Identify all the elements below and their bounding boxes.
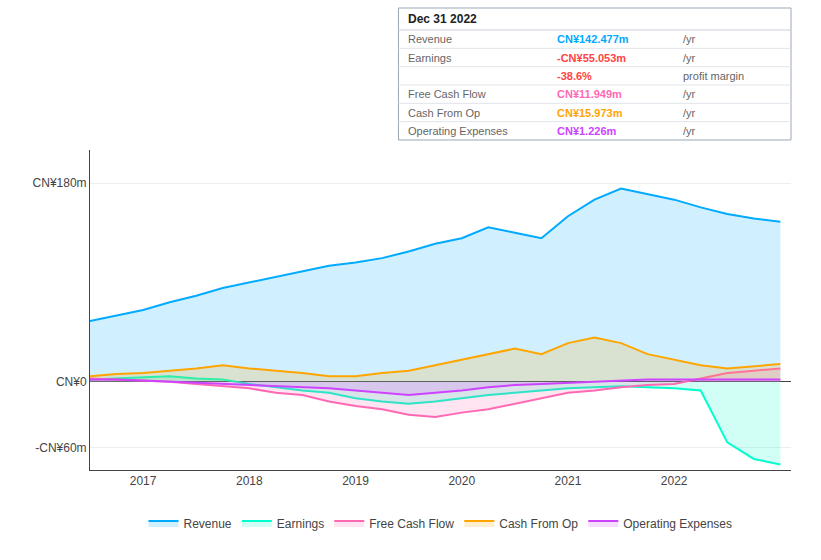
- svg-text:/yr: /yr: [683, 88, 696, 100]
- svg-text:2019: 2019: [342, 474, 369, 488]
- svg-text:2020: 2020: [448, 474, 475, 488]
- svg-text:Free Cash Flow: Free Cash Flow: [408, 88, 486, 100]
- svg-text:CN¥15.973m: CN¥15.973m: [557, 107, 623, 119]
- svg-text:2018: 2018: [236, 474, 263, 488]
- svg-text:CN¥142.477m: CN¥142.477m: [557, 33, 629, 45]
- svg-text:CN¥180m: CN¥180m: [33, 176, 87, 190]
- svg-text:/yr: /yr: [683, 52, 696, 64]
- svg-text:/yr: /yr: [683, 107, 696, 119]
- svg-text:Operating Expenses: Operating Expenses: [408, 125, 508, 137]
- svg-text:Operating Expenses: Operating Expenses: [623, 517, 732, 531]
- svg-text:Revenue: Revenue: [184, 517, 232, 531]
- svg-text:Free Cash Flow: Free Cash Flow: [369, 517, 454, 531]
- svg-text:Dec 31 2022: Dec 31 2022: [408, 12, 477, 26]
- svg-text:Revenue: Revenue: [408, 33, 452, 45]
- svg-text:CN¥0: CN¥0: [56, 375, 87, 389]
- svg-text:-CN¥55.053m: -CN¥55.053m: [557, 52, 626, 64]
- svg-text:profit margin: profit margin: [683, 70, 744, 82]
- svg-text:Cash From Op: Cash From Op: [408, 107, 480, 119]
- svg-text:2021: 2021: [555, 474, 582, 488]
- svg-text:2022: 2022: [661, 474, 688, 488]
- svg-text:Earnings: Earnings: [277, 517, 324, 531]
- svg-text:Earnings: Earnings: [408, 52, 452, 64]
- svg-text:-CN¥60m: -CN¥60m: [35, 441, 86, 455]
- svg-text:2017: 2017: [130, 474, 157, 488]
- svg-text:/yr: /yr: [683, 33, 696, 45]
- svg-text:/yr: /yr: [683, 125, 696, 137]
- svg-text:CN¥1.226m: CN¥1.226m: [557, 125, 617, 137]
- svg-text:Cash From Op: Cash From Op: [499, 517, 578, 531]
- svg-text:-38.6%: -38.6%: [557, 70, 592, 82]
- svg-text:CN¥11.949m: CN¥11.949m: [557, 88, 622, 100]
